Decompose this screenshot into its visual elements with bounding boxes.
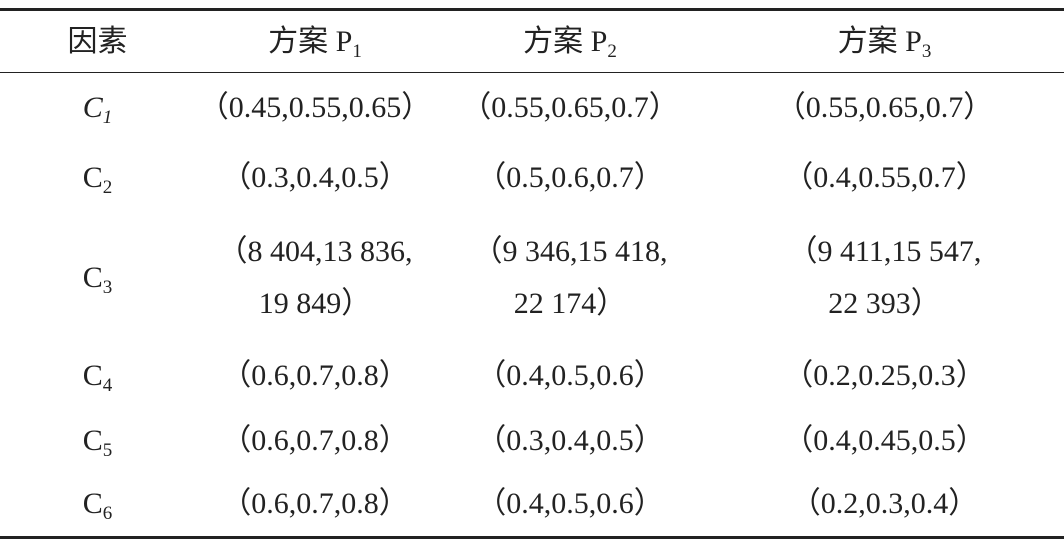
table-row: C1 （0.45,0.55,0.65） （0.55,0.65,0.7） （0.55,0… [0,73,1064,143]
row-label: C4 [0,343,195,409]
cell-line: （0.4,0.55,0.7） [783,160,986,194]
cell-line: （0.4,0.5,0.6） [476,358,664,392]
table-cell: （0.4,0.45,0.5） [705,409,1064,473]
subscript: 1 [102,106,113,128]
cell-line: （0.4,0.5,0.6） [476,487,664,521]
cell-text: C [82,487,103,521]
table-cell: （0.4,0.5,0.6） [435,473,705,538]
table-cell: （0.2,0.3,0.4） [705,473,1064,538]
table-body: C1 （0.45,0.55,0.65） （0.55,0.65,0.7） （0.55,0… [0,73,1064,538]
row-label: C6 [0,473,195,538]
table-cell: （0.6,0.7,0.8） [195,343,435,409]
cell-text: C [82,260,103,294]
table-cell: （0.6,0.7,0.8） [195,409,435,473]
cell-line: （0.6,0.7,0.8） [221,358,409,392]
cell-line: 19 849） [258,286,372,320]
row-label: C3 [0,213,195,343]
subscript: 6 [102,503,113,525]
cell-text: C [82,90,103,124]
header-cell: 方案 P2 [435,9,705,73]
subscript: 3 [921,40,932,62]
row-label: C1 [0,73,195,143]
table-cell: （0.3,0.4,0.5） [195,143,435,213]
table-row: C4 （0.6,0.7,0.8） （0.4,0.5,0.6） （0.2,0.25,0.… [0,343,1064,409]
table-cell: （0.55,0.65,0.7） [705,73,1064,143]
header-row: 因素 方案 P1 方案 P2 方案 P3 [0,9,1064,73]
subscript: 5 [102,439,113,461]
table-row: C5 （0.6,0.7,0.8） （0.3,0.4,0.5） （0.4,0.45,0.… [0,409,1064,473]
table-header: 因素 方案 P1 方案 P2 方案 P3 [0,9,1064,73]
cell-text: C [82,358,103,392]
cell-text: 因素 [67,24,128,58]
cell-text: 方案 P [523,24,608,58]
cell-text: C [82,160,103,194]
table-row: C6 （0.6,0.7,0.8） （0.4,0.5,0.6） （0.2,0.3,0.4… [0,473,1064,538]
table-cell: （0.2,0.25,0.3） [705,343,1064,409]
cell-text: 方案 P [837,24,922,58]
header-cell: 因素 [0,9,195,73]
subscript: 3 [102,276,113,298]
table-cell: （0.4,0.55,0.7） [705,143,1064,213]
header-cell: 方案 P3 [705,9,1064,73]
subscript: 4 [102,374,113,396]
subscript: 1 [352,40,362,62]
table-cell: （0.4,0.5,0.6） [435,343,705,409]
subscript: 2 [607,40,617,62]
subscript: 2 [102,176,113,198]
cell-line: （0.2,0.3,0.4） [790,487,979,521]
table-cell: （0.45,0.55,0.65） [195,73,435,143]
cell-line: （8 404,13 836, [217,234,413,268]
table-cell: （0.6,0.7,0.8） [195,473,435,538]
header-cell: 方案 P1 [195,9,435,73]
table-cell: （8 404,13 836, 19 849） [195,213,435,343]
cell-text: 方案 P [268,24,353,58]
table-cell: （0.3,0.4,0.5） [435,409,705,473]
cell-text: C [82,423,103,457]
cell-line: （0.55,0.65,0.7） [461,90,679,124]
table-row: C3 （8 404,13 836, 19 849） （9 346,15 418, 22 … [0,213,1064,343]
cell-line: （0.6,0.7,0.8） [221,487,409,521]
cell-line: （9 411,15 547, [787,234,982,268]
table-cell: （0.55,0.65,0.7） [435,73,705,143]
cell-line: （0.55,0.65,0.7） [775,90,994,124]
table-cell: （0.5,0.6,0.7） [435,143,705,213]
cell-line: （0.4,0.45,0.5） [783,423,986,457]
cell-line: （0.2,0.25,0.3） [783,358,986,392]
cell-line: （0.3,0.4,0.5） [221,160,409,194]
cell-line: （0.3,0.4,0.5） [476,423,664,457]
row-label: C2 [0,143,195,213]
cell-line: （9 346,15 418, [472,234,668,268]
table-row: C2 （0.3,0.4,0.5） （0.5,0.6,0.7） （0.4,0.55,0.… [0,143,1064,213]
cell-line: 22 174） [513,286,627,320]
row-label: C5 [0,409,195,473]
cell-line: （0.5,0.6,0.7） [476,160,664,194]
cell-line: （0.45,0.55,0.65） [198,90,432,124]
cell-line: （0.6,0.7,0.8） [221,423,409,457]
table-cell: （9 346,15 418, 22 174） [435,213,705,343]
cell-line: 22 393） [828,286,941,320]
table-cell: （9 411,15 547, 22 393） [705,213,1064,343]
data-table: 因素 方案 P1 方案 P2 方案 P3 C1 （0.45,0.55,0.65） （0.5… [0,8,1064,539]
